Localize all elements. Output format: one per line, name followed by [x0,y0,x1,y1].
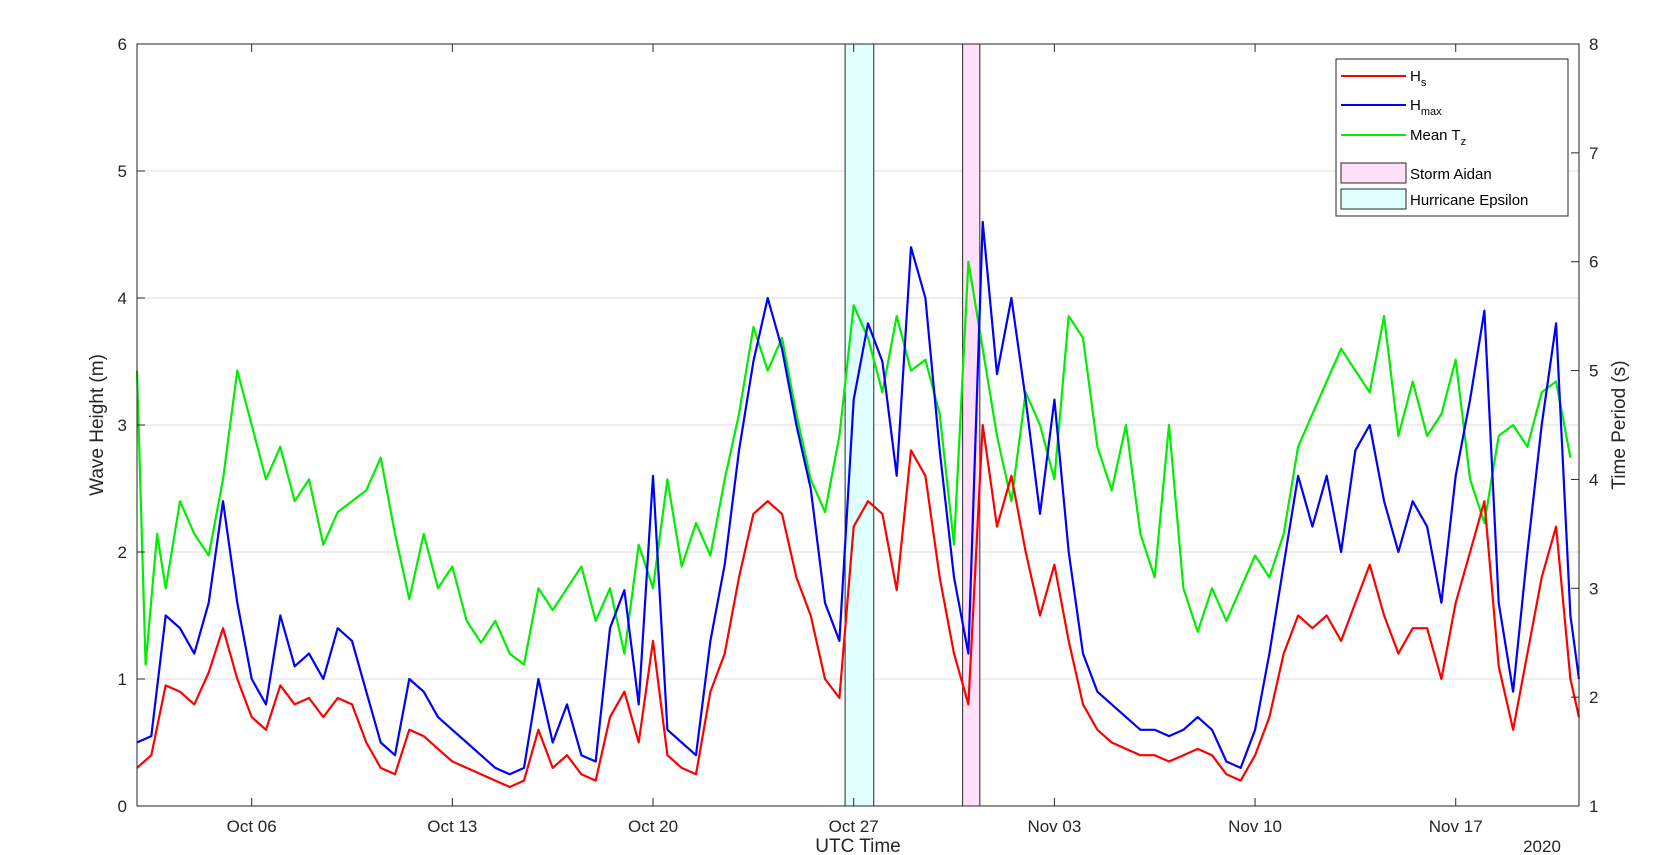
x-tick-label: Oct 27 [829,817,879,836]
y2-tick-label: 7 [1589,144,1598,163]
legend-epsilon-label: Hurricane Epsilon [1410,192,1528,209]
x-tick-label: Nov 10 [1228,817,1282,836]
event-spans [844,43,981,807]
legend: Hs Hmax Mean Tz Storm Aidan Hurricane Ep… [1335,58,1569,217]
y2-tick-label: 2 [1589,688,1598,707]
y-tick-label: 1 [118,670,127,689]
legend-epsilon-swatch [1340,188,1407,210]
x-tick-label: Oct 06 [227,817,277,836]
y2-tick-label: 5 [1589,362,1598,381]
y2-tick-label: 8 [1589,35,1598,54]
x-tick-label: Oct 20 [628,817,678,836]
y2-tick-label: 3 [1589,579,1598,598]
y2-axis-title: Time Period (s) [1609,360,1630,489]
series-lines [135,220,1581,789]
y2-tick-label: 4 [1589,470,1598,489]
y2-tick-label: 1 [1589,797,1598,816]
series-line-1 [136,220,1581,776]
axis-ticks: Oct 06 Oct 13 Oct 20 Oct 27 Nov 03 Nov 10 Nov … [118,35,1599,836]
legend-tz-label: Mean Tz [1410,127,1466,148]
legend-hmax-label: Hmax [1410,97,1442,118]
y2-tick-label: 6 [1589,253,1598,272]
x-tick-label: Nov 17 [1429,817,1483,836]
y-tick-label: 2 [118,543,127,562]
y-tick-label: 6 [118,35,127,54]
x-axis-title: UTC Time [815,836,901,855]
legend-aidan-swatch [1340,162,1407,184]
x-tick-label: Oct 13 [427,817,477,836]
y-tick-label: 0 [118,797,127,816]
series-line-0 [136,423,1581,789]
series-line-2 [135,260,1572,666]
y-tick-label: 4 [118,289,127,308]
y-axis-title: Wave Height (m) [87,354,108,496]
legend-hs-label: Hs [1410,68,1427,89]
event-span [844,43,875,807]
y-tick-label: 5 [118,162,127,181]
legend-aidan-label: Storm Aidan [1410,166,1492,183]
x-tick-label: Nov 03 [1027,817,1081,836]
y-tick-label: 3 [118,416,127,435]
year-label: 2020 [1523,837,1561,855]
